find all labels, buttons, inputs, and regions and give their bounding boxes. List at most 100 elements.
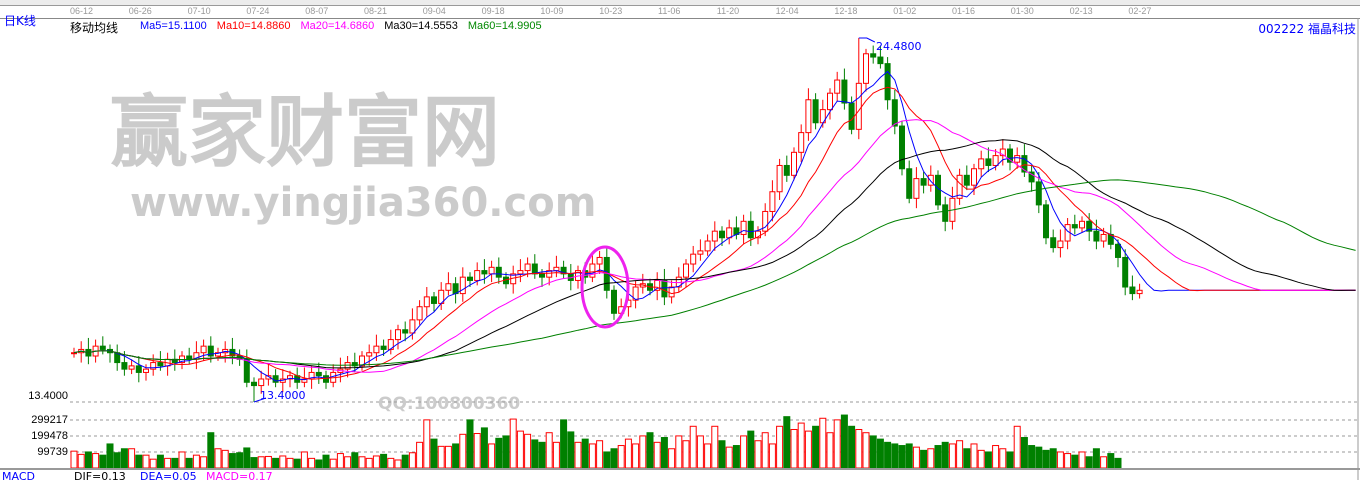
volume-bar [1049, 448, 1057, 469]
volume-bar [113, 452, 121, 469]
candle [956, 174, 963, 199]
volume-bar [869, 435, 877, 469]
volume-bar [459, 433, 467, 469]
volume-bar [149, 458, 157, 469]
candle [920, 178, 927, 186]
date-tick: 07-24 [246, 6, 270, 16]
candle [395, 329, 401, 341]
volume-bar [243, 447, 251, 469]
candle [1122, 256, 1129, 288]
candle [71, 352, 77, 355]
candle [150, 362, 157, 370]
indicator-name: 移动均线 [70, 21, 119, 35]
volume-bar [171, 457, 179, 469]
candle [755, 230, 761, 239]
candle [855, 82, 862, 130]
volume-bar [660, 437, 668, 469]
candle [632, 286, 639, 301]
volume-bar [99, 454, 107, 469]
date-tick: 10-23 [599, 6, 623, 16]
volume-bar [142, 454, 150, 469]
volume-bar [725, 446, 733, 469]
candle [719, 230, 725, 239]
candle [416, 306, 423, 321]
volume-bar [430, 438, 438, 469]
volume-bar [826, 432, 834, 469]
volume-bar [164, 457, 172, 469]
volume-bar [380, 453, 388, 469]
stock-code-name: 002222 福晶科技 [1258, 22, 1356, 36]
high-marker [858, 37, 876, 43]
candle [143, 368, 149, 373]
candle [942, 204, 949, 222]
volume-bar [250, 457, 258, 469]
volume-bar [329, 458, 337, 469]
volume-bar [797, 422, 805, 469]
date-tick: 09-04 [422, 6, 446, 16]
volume-bar [120, 448, 128, 469]
candle [683, 263, 689, 278]
volume-bar [279, 455, 287, 469]
candle [359, 355, 365, 367]
volume-bar [387, 457, 395, 469]
volume-bar [768, 443, 776, 469]
volume-bar [336, 453, 344, 469]
period-label[interactable]: 日K线 [4, 14, 36, 28]
date-tick: 12-18 [834, 6, 858, 16]
volume-bar [682, 440, 690, 469]
candle [200, 345, 207, 354]
volume-bar [394, 459, 402, 469]
macd-dea: DEA=0.05 [140, 470, 197, 483]
candle [1028, 171, 1035, 183]
volume-bar [970, 443, 978, 469]
volume-bar [876, 438, 884, 469]
date-tick: 11-20 [716, 6, 740, 16]
volume-bar [761, 432, 769, 469]
candle [812, 99, 819, 124]
volume-bar [920, 449, 928, 469]
candle [287, 375, 293, 380]
date-tick: 08-07 [305, 6, 329, 16]
ma20-line [73, 119, 1356, 373]
volume-bar [488, 443, 496, 469]
candle [834, 79, 841, 94]
candle [539, 273, 545, 278]
candle [704, 240, 711, 252]
volume-bar [581, 438, 589, 469]
candle [783, 164, 790, 176]
volume-bar [948, 443, 956, 469]
date-tick: 07-10 [187, 6, 211, 16]
candle [726, 227, 733, 239]
date-tick: 02-27 [1128, 6, 1152, 16]
volume-bar [509, 418, 517, 469]
volume-bar [956, 440, 964, 469]
volume-bar [84, 451, 92, 469]
volume-bar [272, 457, 280, 469]
volume-bar [185, 457, 193, 469]
ma10-line [73, 86, 1356, 380]
candle [315, 371, 322, 377]
volume-bar [675, 435, 683, 469]
candle [661, 279, 668, 298]
candle [848, 102, 855, 130]
candle [611, 289, 617, 314]
volume-bar [603, 451, 611, 469]
volume-bar [891, 443, 899, 469]
candle [258, 378, 265, 387]
candle [351, 362, 358, 367]
candle [999, 148, 1006, 157]
candle [1057, 240, 1064, 249]
candle [798, 132, 805, 153]
macd-dif: DIF=0.13 [74, 470, 126, 483]
macd-label[interactable]: MACD [2, 470, 35, 483]
candle [121, 362, 128, 370]
watermark-qq: QQ:100800360 [378, 394, 521, 414]
date-tick: 02-13 [1069, 6, 1093, 16]
volume-bar [1107, 453, 1115, 469]
candle [985, 158, 992, 166]
volume-bar [423, 419, 431, 469]
ma5-value: Ma5=15.1100 [140, 20, 207, 32]
volume-bar [977, 449, 985, 469]
candle [711, 230, 718, 242]
